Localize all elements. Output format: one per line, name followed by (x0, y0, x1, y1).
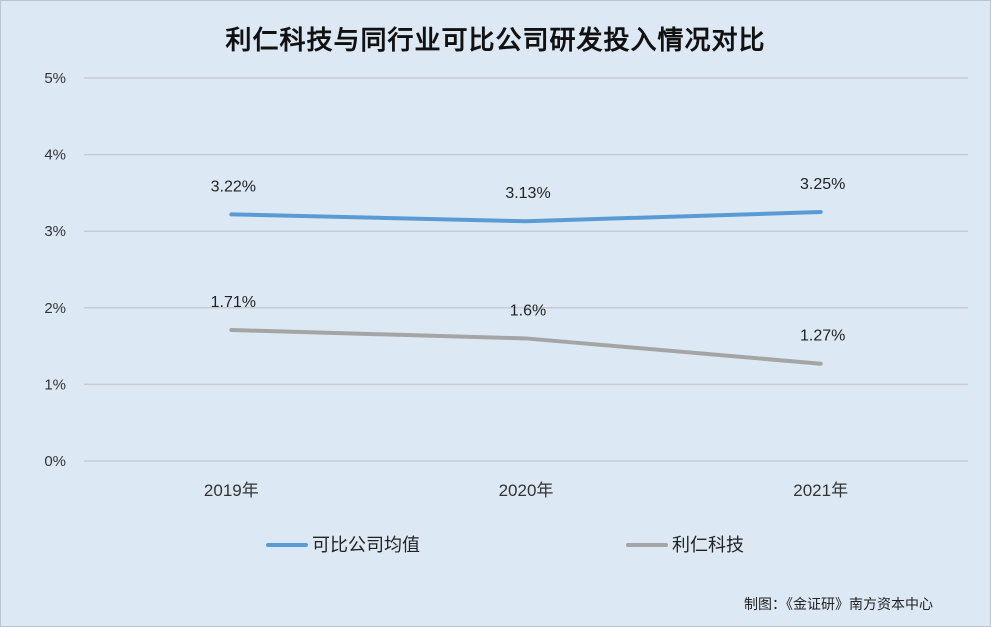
series-line (229, 210, 823, 224)
legend: 可比公司均值 利仁科技 (266, 535, 744, 556)
data-labels: 3.22% 3.13% 3.25% 1.71% 1.6% 1.27% (211, 176, 846, 345)
x-tick-label: 2019年 (204, 481, 259, 500)
legend-label: 利仁科技 (672, 535, 744, 556)
chart-title: 利仁科技与同行业可比公司研发投入情况对比 (225, 26, 766, 56)
data-label: 3.25% (800, 176, 845, 193)
y-tick-label: 3% (44, 223, 66, 240)
data-label: 1.71% (211, 294, 256, 311)
y-tick-label: 1% (44, 376, 66, 393)
y-tick-label: 4% (44, 147, 66, 164)
data-label: 1.6% (510, 302, 546, 319)
credit-text: 制图：《金证研》南方资本中心 (744, 597, 933, 613)
y-tick-label: 0% (44, 453, 66, 470)
gridlines (84, 77, 968, 462)
legend-label: 可比公司均值 (312, 535, 420, 556)
x-axis-ticks: 2019年 2020年 2021年 (204, 481, 848, 500)
y-axis-ticks: 0% 1% 2% 3% 4% 5% (44, 70, 66, 470)
y-tick-label: 2% (44, 300, 66, 317)
data-label: 3.22% (211, 178, 256, 195)
y-tick-label: 5% (44, 70, 66, 87)
x-tick-label: 2021年 (793, 481, 848, 500)
series-line (229, 328, 823, 366)
data-label: 1.27% (800, 328, 845, 345)
data-label: 3.13% (505, 185, 550, 202)
x-tick-label: 2020年 (499, 481, 554, 500)
series-lines (229, 210, 823, 366)
